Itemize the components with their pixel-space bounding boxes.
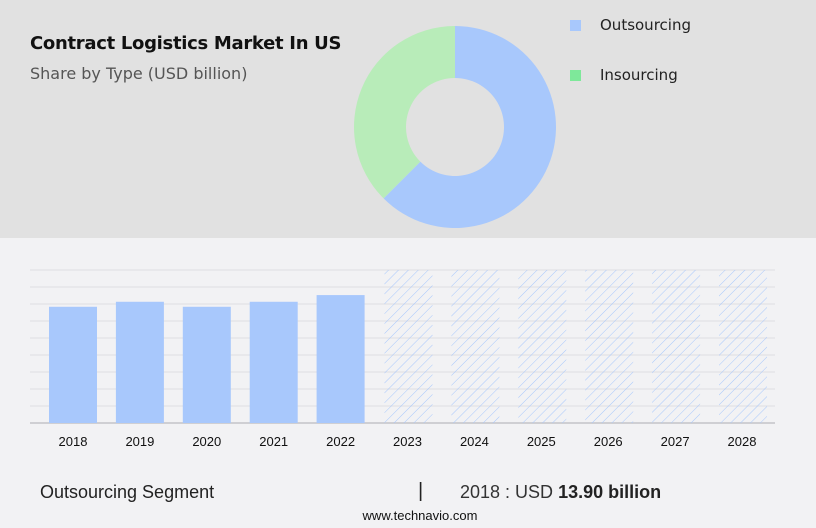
- bar-2018: [49, 306, 97, 423]
- forecast-bar-2027: [652, 270, 701, 423]
- legend-label: Outsourcing: [600, 16, 691, 34]
- forecast-bar-2026: [585, 270, 634, 423]
- forecast-bar-2025: [518, 270, 567, 423]
- bar-2022: [316, 295, 365, 423]
- donut-chart: [354, 26, 556, 228]
- x-tick-label: 2022: [326, 434, 355, 449]
- segment-year: 2018 : USD: [460, 482, 559, 502]
- x-tick-label: 2019: [125, 434, 154, 449]
- x-tick-label: 2028: [728, 434, 757, 449]
- x-tick-label: 2026: [594, 434, 623, 449]
- forecast-bar-2024: [451, 270, 500, 423]
- x-tick-label: 2021: [259, 434, 288, 449]
- summary-panel: Contract Logistics Market In US Share by…: [0, 0, 816, 238]
- segment-label: Outsourcing Segment: [40, 482, 215, 502]
- legend-item-insourcing: Insourcing: [570, 66, 678, 84]
- legend-item-outsourcing: Outsourcing: [570, 16, 691, 34]
- separator: |: [418, 480, 424, 502]
- x-tick-label: 2020: [192, 434, 221, 449]
- segment-amount: 13.90 billion: [558, 482, 662, 502]
- bar-chart: 2018 2019 2020 2021 2022 2023 2024 2025 2026 2027…: [30, 269, 775, 449]
- forecast-bar-2028: [719, 270, 767, 423]
- x-tick-label: 2023: [393, 434, 422, 449]
- x-tick-label: 2027: [661, 434, 690, 449]
- bar-2021: [249, 301, 298, 423]
- legend-swatch-icon: [570, 19, 581, 31]
- legend-label: Insourcing: [600, 66, 678, 84]
- x-tick-label: 2025: [527, 434, 556, 449]
- segment-value: 2018 : USD 13.90 billion: [460, 482, 661, 503]
- forecast-bar-2023: [384, 270, 433, 423]
- source-link[interactable]: www.technavio.com: [362, 508, 478, 523]
- chart-title: Contract Logistics Market In US: [30, 33, 342, 54]
- legend-swatch-icon: [570, 69, 581, 81]
- bar-2020: [182, 306, 231, 423]
- donut-slice-insourcing: [354, 26, 455, 199]
- x-tick-label: 2024: [460, 434, 489, 449]
- donut-slice-outsourcing: [383, 26, 556, 228]
- x-tick-label: 2018: [59, 434, 88, 449]
- chart-subtitle: Share by Type (USD billion): [30, 64, 248, 83]
- bar-2019: [115, 301, 164, 423]
